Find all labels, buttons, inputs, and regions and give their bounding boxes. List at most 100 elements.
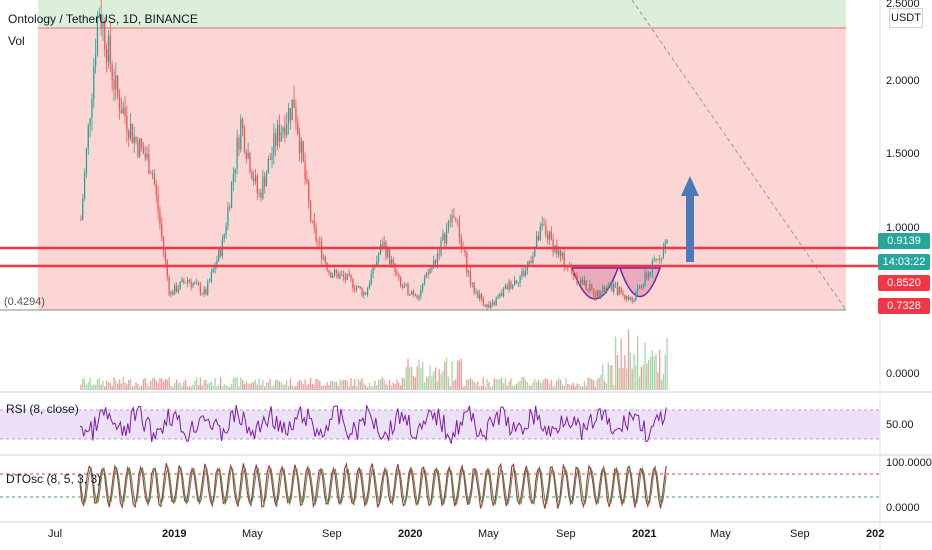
candle-body — [541, 223, 543, 227]
candle-body — [297, 122, 299, 135]
candle-body — [429, 269, 431, 274]
volume-bar — [107, 382, 110, 390]
candle-body — [519, 275, 521, 283]
volume-bar — [249, 383, 251, 390]
volume-bar — [569, 384, 571, 390]
candle-body — [106, 49, 108, 63]
candle-body — [155, 184, 157, 195]
candle-body — [385, 242, 387, 257]
candle-body — [407, 284, 409, 295]
candle-body — [173, 285, 176, 295]
volume-bar — [390, 385, 393, 390]
volume-bar — [278, 381, 281, 390]
volume-bar — [420, 368, 422, 390]
volume-bar — [98, 377, 100, 390]
candle-body — [133, 136, 135, 143]
candle-body — [302, 141, 304, 161]
candle-body — [324, 256, 326, 263]
candle-body — [256, 175, 258, 194]
candle-body — [126, 116, 128, 131]
volume-bar — [192, 384, 194, 390]
candle-body — [253, 178, 255, 182]
volume-bar — [245, 381, 247, 390]
volume-bar — [486, 378, 488, 390]
candle-body — [486, 304, 488, 307]
volume-bar — [330, 381, 332, 390]
volume-bar — [348, 386, 350, 390]
volume-bar — [89, 377, 91, 390]
candle-body — [183, 279, 185, 283]
candle-body — [124, 107, 126, 117]
volume-bar — [297, 382, 299, 390]
candle-body — [203, 288, 205, 294]
candle-body — [109, 35, 111, 65]
candle-body — [642, 284, 644, 288]
volume-bar — [637, 336, 639, 390]
volume-bar — [502, 383, 505, 390]
volume-bar — [275, 380, 277, 390]
volume-bar — [205, 379, 207, 390]
volume-bar — [396, 379, 398, 390]
volume-bar — [497, 379, 499, 390]
candle-body — [322, 256, 325, 259]
volume-bar — [352, 385, 354, 390]
candle-body — [262, 176, 264, 199]
candle-body — [335, 269, 337, 274]
candle-body — [363, 292, 365, 296]
volume-bar — [429, 365, 431, 390]
volume-bar — [210, 381, 213, 390]
volume-bar — [186, 385, 189, 390]
volume-bar — [484, 386, 486, 390]
candle-body — [513, 280, 516, 285]
candle-body — [596, 290, 598, 298]
candle-body — [383, 242, 385, 248]
price-tick-1: 1.0000 — [886, 222, 920, 234]
price-tick-15: 1.5000 — [886, 148, 920, 160]
volume-bar — [354, 378, 356, 390]
volume-bar — [598, 377, 600, 390]
price-tick-2: 2.0000 — [886, 75, 920, 87]
volume-bar — [644, 342, 646, 390]
price-tick-0: 0.0000 — [886, 368, 920, 380]
candle-body — [530, 260, 532, 263]
candle-body — [247, 153, 249, 159]
volume-bar — [172, 386, 174, 390]
volume-bar — [324, 385, 326, 390]
candle-body — [635, 291, 637, 301]
currency-box[interactable]: USDT — [889, 8, 923, 28]
candle-body — [431, 265, 433, 270]
candle-body — [537, 235, 540, 241]
candle-body — [453, 215, 455, 218]
candle-body — [655, 259, 657, 260]
volume-bar — [585, 385, 587, 390]
candle-body — [377, 254, 380, 262]
candle-body — [142, 146, 145, 154]
candle-body — [291, 99, 293, 121]
candle-body — [309, 201, 312, 221]
volume-bar — [151, 377, 154, 390]
candle-body — [238, 138, 240, 150]
candle-body — [190, 281, 192, 287]
candle-body — [175, 285, 178, 292]
volume-bar — [381, 377, 383, 390]
candle-body — [570, 265, 573, 270]
candle-body — [411, 291, 413, 295]
candle-body — [493, 302, 495, 306]
candle-body — [376, 261, 378, 267]
candle-body — [552, 239, 554, 253]
candle-body — [273, 133, 275, 155]
price-level-label: (0.4294) — [4, 296, 45, 308]
volume-bar — [355, 386, 358, 390]
volume-bar — [304, 379, 306, 390]
volume-bar — [477, 381, 479, 390]
candle-body — [122, 107, 124, 114]
candle-body — [104, 21, 106, 50]
rsi-line — [79, 405, 667, 444]
candle-body — [172, 291, 174, 295]
candle-body — [534, 246, 536, 257]
candle-body — [148, 153, 150, 174]
volume-bar — [455, 379, 457, 390]
green-zone — [38, 0, 846, 28]
candle-body — [346, 273, 348, 280]
